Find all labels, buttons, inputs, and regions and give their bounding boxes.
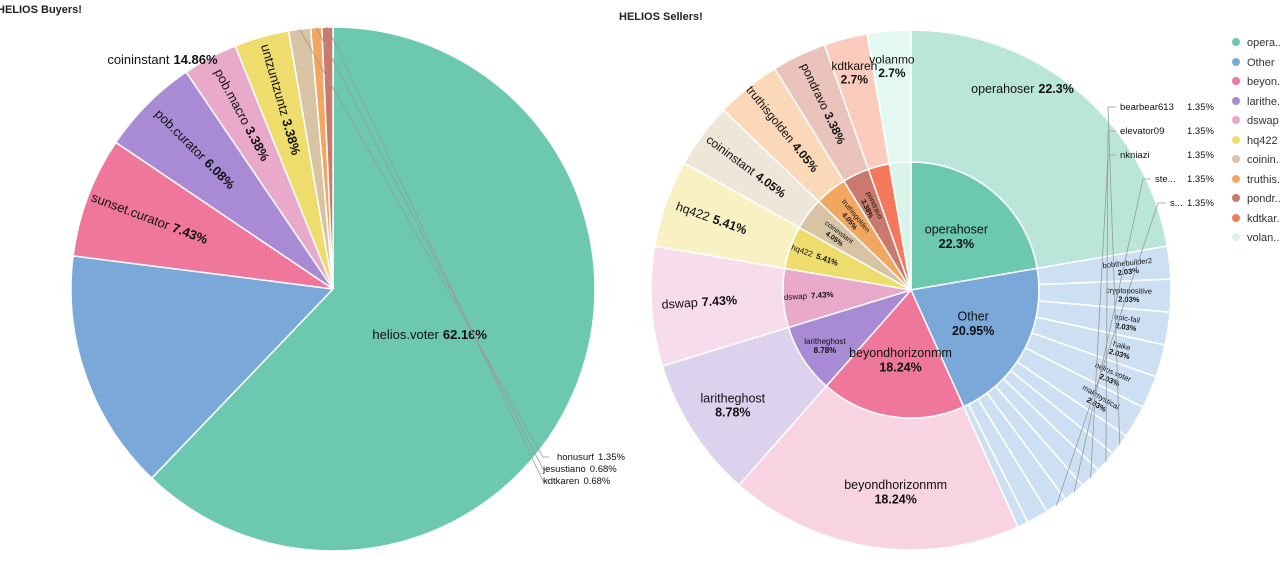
- legend-swatch: [1232, 213, 1240, 222]
- legend-item-beyon[interactable]: beyon...: [1232, 72, 1280, 92]
- leader-line: [315, 27, 549, 470]
- legend-swatch: [1232, 57, 1240, 66]
- legend-item-opera[interactable]: opera...: [1232, 33, 1280, 53]
- sellers-sunburst: operahoser 22.3%Other 20.95%beyondhorizonm…: [650, 29, 1214, 551]
- legend-item-coinin[interactable]: coinin...: [1232, 150, 1280, 170]
- slice-label: honusurf 1.35%: [557, 452, 625, 463]
- legend-label: Other: [1247, 56, 1275, 69]
- legend-swatch: [1232, 135, 1240, 144]
- legend-item-truthis[interactable]: truthis...: [1232, 170, 1280, 190]
- leader-line: [1055, 202, 1166, 506]
- slice-label: cryptopositive2.03%: [1106, 286, 1152, 305]
- legend-swatch: [1232, 38, 1240, 47]
- slice-label: operahoser 22.3%: [971, 82, 1074, 96]
- inner-segment-beyondhorizonmm[interactable]: [825, 288, 965, 419]
- legend-item-volan[interactable]: volan...: [1232, 228, 1280, 248]
- legend-label: dswap: [1247, 115, 1279, 127]
- slice-label: beyondhorizonmm 18.24%: [849, 346, 952, 374]
- slice-label: s... 1.35%: [1170, 198, 1214, 209]
- buyers-chart-title: HELIOS Buyers!: [0, 4, 82, 16]
- legend-swatch: [1232, 233, 1240, 242]
- slice-label: volanmo 2.7%: [869, 52, 915, 80]
- slice-label: nkniazi 1.35%: [1120, 150, 1214, 161]
- legend-item-larithe[interactable]: larithe...: [1232, 92, 1280, 112]
- legend-label: volan...: [1247, 232, 1280, 244]
- legend-label: larithe...: [1247, 95, 1280, 108]
- legend-swatch: [1232, 116, 1240, 125]
- legend-label: kdtkar...: [1247, 212, 1280, 225]
- buyers-slice-sunset-curator[interactable]: [72, 141, 334, 290]
- leader-line: [1073, 178, 1151, 493]
- slice-label: laritheghost 8.78%: [701, 391, 766, 419]
- slice-label: bearbear613 1.35%: [1120, 102, 1214, 113]
- leader-line: [327, 26, 549, 482]
- leader-line: [299, 28, 549, 458]
- leader-line: [1107, 106, 1121, 445]
- slice-label: ste... 1.35%: [1155, 174, 1214, 185]
- buyers-slice-coininstant[interactable]: [70, 254, 335, 480]
- legend-item-pondr[interactable]: pondr...: [1232, 189, 1280, 209]
- slice-label: Other 20.95%: [952, 310, 994, 338]
- legend-item-dswap[interactable]: dswap: [1232, 111, 1279, 131]
- legend-label: beyon...: [1247, 76, 1280, 88]
- inner-segment-volanmo[interactable]: [888, 161, 912, 291]
- legend-item-other[interactable]: Other: [1232, 53, 1275, 73]
- legend-swatch: [1232, 174, 1240, 183]
- slice-label: operahoser 22.3%: [925, 223, 988, 251]
- sellers-chart-title: HELIOS Sellers!: [619, 11, 703, 23]
- legend-swatch: [1232, 194, 1240, 203]
- buyers-slice-kdtkaren[interactable]: [321, 26, 334, 290]
- inner-segment-operahoser[interactable]: [910, 161, 1039, 291]
- legend-label: coinin...: [1247, 154, 1280, 166]
- legend-item-hq422[interactable]: hq422: [1232, 131, 1278, 151]
- legend-label: opera...: [1247, 37, 1280, 49]
- slice-label: jesustiano 0.68%: [542, 464, 617, 475]
- legend-swatch: [1232, 77, 1240, 86]
- slice-label: kdtkaren 2.7%: [831, 59, 877, 87]
- slice-label: beyondhorizonmm 18.24%: [844, 478, 947, 506]
- slice-label: dswap 7.43%: [784, 290, 834, 302]
- leader-line: [1105, 130, 1116, 463]
- buyers-pie: helios.voter 62.16%coininstant 14.86%sunse…: [70, 26, 625, 552]
- slice-label: kdtkaren 0.68%: [543, 476, 611, 487]
- leader-line: [1090, 154, 1116, 478]
- legend-swatch: [1232, 96, 1240, 105]
- slice-label: elevator09 1.35%: [1120, 126, 1214, 137]
- slice-label: dswap 7.43%: [661, 293, 737, 312]
- legend-label: hq422: [1247, 134, 1278, 147]
- legend-label: pondr...: [1247, 193, 1280, 205]
- legend-item-kdtkar[interactable]: kdtkar...: [1232, 209, 1280, 229]
- slice-label: laritheghost 8.78%: [804, 337, 846, 355]
- legend-swatch: [1232, 155, 1240, 164]
- buyers-slice-helios-voter[interactable]: [150, 26, 596, 552]
- inner-segment-other[interactable]: [909, 267, 1040, 408]
- legend-label: truthis...: [1247, 173, 1280, 186]
- slice-label: coininstant 14.86%: [107, 52, 218, 67]
